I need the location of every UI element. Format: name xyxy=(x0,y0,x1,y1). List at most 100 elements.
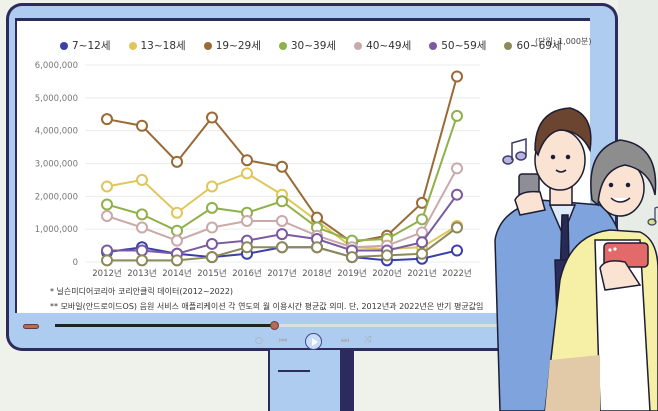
data-point[interactable] xyxy=(381,249,393,262)
x-tick-label: 2015년 xyxy=(197,268,226,279)
data-point[interactable] xyxy=(241,241,253,254)
data-point[interactable] xyxy=(276,228,288,241)
data-point[interactable] xyxy=(101,180,113,193)
y-tick-label: 0 xyxy=(73,258,78,268)
legend-item-30-39: 30~39세 xyxy=(278,38,337,53)
x-tick-label: 2022년 xyxy=(442,268,471,279)
data-point[interactable] xyxy=(136,119,148,132)
data-point[interactable] xyxy=(101,198,113,211)
x-tick-label: 2012년 xyxy=(92,268,121,279)
data-point[interactable] xyxy=(101,113,113,126)
legend-dot-icon xyxy=(128,41,137,50)
legend-dot-icon xyxy=(504,41,513,50)
x-tick-label: 2017년 xyxy=(267,268,296,279)
data-point[interactable] xyxy=(276,241,288,254)
y-tick-label: 3,000,000 xyxy=(35,160,78,170)
data-point[interactable] xyxy=(416,247,428,260)
data-point[interactable] xyxy=(206,180,218,193)
previous-icon[interactable]: ⏮ xyxy=(279,336,288,346)
legend-label: 30~39세 xyxy=(290,40,337,52)
shuffle-icon[interactable]: ⤨ xyxy=(364,335,372,345)
legend-label: 7~12세 xyxy=(72,40,111,52)
chart-legend: 7~12세 13~18세 19~29세 30~39세 40~49세 50~59세… xyxy=(60,38,562,53)
x-tick-label: 2014년 xyxy=(162,268,191,279)
progress-fill xyxy=(55,324,273,327)
legend-dot-icon xyxy=(60,41,68,50)
y-tick-label: 1,000,000 xyxy=(35,225,78,235)
legend-label: 60~69세 xyxy=(516,40,562,52)
x-tick-label: 2016년 xyxy=(232,268,261,279)
monitor-stand-shadow xyxy=(340,350,354,411)
data-point[interactable] xyxy=(136,173,148,186)
data-point[interactable] xyxy=(206,251,218,264)
progress-knob[interactable] xyxy=(270,321,279,330)
progress-track[interactable] xyxy=(55,324,505,327)
legend-label: 19~29세 xyxy=(215,40,261,52)
source-note: * 닐슨미디어코리아 코리안클릭 데이터(2012~2022) xyxy=(50,287,234,296)
data-point[interactable] xyxy=(451,221,463,234)
monitor-stand xyxy=(268,350,354,411)
data-point[interactable] xyxy=(206,221,218,234)
unit-label: (단위: 1,000분) xyxy=(535,37,592,46)
data-point[interactable] xyxy=(451,70,463,83)
repeat-icon[interactable]: ○ xyxy=(255,336,263,346)
data-point[interactable] xyxy=(101,210,113,223)
data-point[interactable] xyxy=(451,162,463,175)
data-point[interactable] xyxy=(276,214,288,227)
data-point[interactable] xyxy=(206,201,218,214)
y-tick-label: 4,000,000 xyxy=(35,127,78,137)
monitor-stand-line xyxy=(278,370,310,372)
legend-item-60-69: 60~69세 xyxy=(504,38,562,53)
x-tick-label: 2018년 xyxy=(302,268,331,279)
data-point[interactable] xyxy=(136,208,148,221)
next-icon[interactable]: ⏭ xyxy=(341,336,350,346)
data-point[interactable] xyxy=(206,237,218,250)
data-point[interactable] xyxy=(171,206,183,219)
data-point[interactable] xyxy=(416,236,428,249)
data-point[interactable] xyxy=(451,109,463,122)
play-icon[interactable] xyxy=(305,333,322,350)
data-point[interactable] xyxy=(276,195,288,208)
data-point[interactable] xyxy=(311,241,323,254)
x-tick-label: 2019년 xyxy=(337,268,366,279)
legend-label: 40~49세 xyxy=(366,40,412,52)
legend-dot-icon xyxy=(278,41,287,50)
legend-item-19-29: 19~29세 xyxy=(203,38,261,53)
data-point[interactable] xyxy=(451,188,463,201)
definition-note: ** 모바일(안드로이드OS) 음원 서비스 애플리케이션 각 연도의 월 이용… xyxy=(50,302,484,311)
legend-item-13-18: 13~18세 xyxy=(128,38,186,53)
data-point[interactable] xyxy=(241,154,253,167)
legend-label: 13~18세 xyxy=(140,40,186,52)
data-point[interactable] xyxy=(101,254,113,267)
data-point[interactable] xyxy=(136,254,148,267)
legend-dot-icon xyxy=(429,41,438,50)
x-tick-label: 2013년 xyxy=(127,268,156,279)
data-point[interactable] xyxy=(451,244,463,257)
data-point[interactable] xyxy=(241,167,253,180)
data-point[interactable] xyxy=(171,155,183,168)
legend-item-40-49: 40~49세 xyxy=(354,38,411,53)
legend-dot-icon xyxy=(203,41,212,50)
y-tick-label: 5,000,000 xyxy=(35,94,78,104)
y-tick-label: 2,000,000 xyxy=(35,192,78,202)
data-point[interactable] xyxy=(171,234,183,247)
data-point[interactable] xyxy=(241,214,253,227)
x-tick-label: 2020년 xyxy=(372,268,401,279)
data-point[interactable] xyxy=(416,213,428,226)
legend-item-50-59: 50~59세 xyxy=(429,38,486,53)
power-led-icon xyxy=(23,324,39,329)
legend-label: 50~59세 xyxy=(441,40,487,52)
music-note-icon xyxy=(502,138,527,165)
data-point[interactable] xyxy=(206,111,218,124)
data-point[interactable] xyxy=(346,251,358,264)
legend-item-7-12: 7~12세 xyxy=(60,38,111,53)
y-tick-label: 6,000,000 xyxy=(35,61,78,71)
data-point[interactable] xyxy=(171,254,183,267)
data-point[interactable] xyxy=(136,221,148,234)
x-tick-label: 2021년 xyxy=(407,268,436,279)
legend-dot-icon xyxy=(354,41,363,50)
data-point[interactable] xyxy=(276,160,288,173)
music-note-icon xyxy=(647,206,658,226)
